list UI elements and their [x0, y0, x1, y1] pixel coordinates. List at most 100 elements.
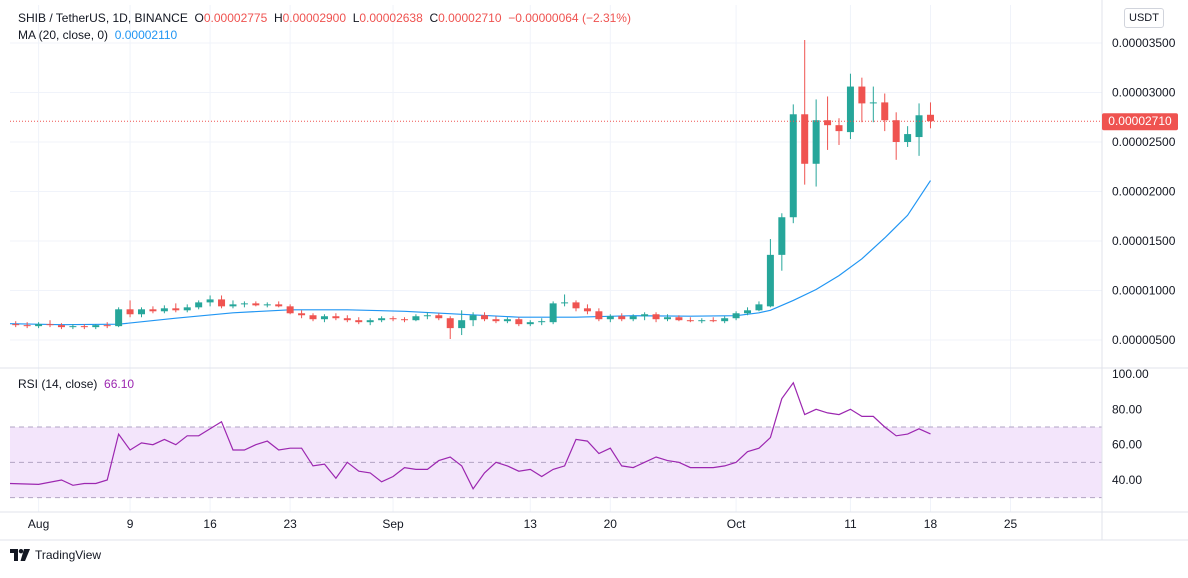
candle[interactable]	[709, 317, 717, 323]
candle[interactable]	[881, 93, 889, 132]
rsi-legend[interactable]: RSI (14, close) 66.10	[18, 377, 134, 391]
candle[interactable]	[435, 313, 443, 321]
time-tick-label: 11	[844, 517, 857, 531]
candle[interactable]	[904, 126, 912, 147]
candle[interactable]	[320, 314, 328, 323]
candle[interactable]	[858, 77, 866, 123]
candle[interactable]	[778, 213, 786, 271]
candle[interactable]	[57, 323, 65, 330]
candle[interactable]	[206, 295, 214, 307]
candle[interactable]	[721, 316, 729, 324]
candle[interactable]	[492, 316, 500, 324]
candle[interactable]	[629, 314, 637, 322]
candle[interactable]	[46, 320, 54, 328]
candle[interactable]	[583, 304, 591, 315]
rsi-tick-label: 60.00	[1112, 438, 1142, 452]
candle[interactable]	[263, 302, 271, 308]
candle[interactable]	[343, 315, 351, 323]
candle[interactable]	[824, 96, 832, 150]
candle[interactable]	[595, 308, 603, 322]
candle[interactable]	[183, 304, 191, 313]
candle[interactable]	[549, 301, 557, 325]
price-tick-label: 0.00003500	[1112, 36, 1176, 50]
ma-legend[interactable]: MA (20, close, 0) 0.00002110	[18, 28, 177, 42]
price-tick-label: 0.00002000	[1112, 185, 1176, 199]
symbol-title[interactable]: SHIB / TetherUS, 1D, BINANCE	[18, 11, 188, 25]
candle[interactable]	[926, 102, 934, 129]
candle[interactable]	[137, 307, 145, 318]
candle[interactable]	[172, 303, 180, 313]
candle[interactable]	[515, 317, 523, 327]
candle[interactable]	[789, 104, 797, 224]
candle[interactable]	[35, 322, 43, 329]
candle[interactable]	[869, 86, 877, 123]
candle[interactable]	[400, 317, 408, 323]
candle[interactable]	[160, 305, 168, 314]
candle[interactable]	[618, 313, 626, 322]
candle[interactable]	[812, 99, 820, 187]
candle[interactable]	[641, 312, 649, 321]
candle[interactable]	[286, 304, 294, 315]
candle-body	[709, 320, 717, 322]
candle[interactable]	[126, 300, 134, 318]
candle[interactable]	[275, 301, 283, 308]
candle[interactable]	[652, 312, 660, 323]
candle-body	[904, 134, 912, 142]
candle[interactable]	[309, 313, 317, 322]
candle[interactable]	[766, 239, 774, 308]
candle[interactable]	[503, 317, 511, 324]
candle[interactable]	[469, 312, 477, 327]
candle[interactable]	[663, 314, 671, 322]
candle[interactable]	[446, 316, 454, 340]
candle[interactable]	[23, 322, 31, 329]
candle[interactable]	[389, 316, 397, 322]
candle[interactable]	[835, 118, 843, 145]
candle[interactable]	[332, 313, 340, 321]
candle[interactable]	[195, 300, 203, 310]
candle[interactable]	[92, 324, 100, 330]
candle[interactable]	[355, 317, 363, 325]
candle[interactable]	[526, 320, 534, 327]
candle[interactable]	[149, 306, 157, 314]
candle[interactable]	[69, 324, 77, 330]
candle[interactable]	[458, 310, 466, 336]
candle[interactable]	[412, 314, 420, 322]
candle[interactable]	[698, 318, 706, 324]
candle[interactable]	[378, 316, 386, 323]
candle[interactable]	[366, 318, 374, 326]
candle[interactable]	[846, 73, 854, 140]
candle[interactable]	[732, 311, 740, 321]
candle-body	[355, 320, 363, 323]
candle[interactable]	[744, 307, 752, 316]
candle[interactable]	[892, 112, 900, 160]
candle[interactable]	[240, 301, 248, 308]
candle[interactable]	[80, 324, 88, 330]
candle[interactable]	[298, 310, 306, 319]
candle[interactable]	[538, 318, 546, 326]
candle[interactable]	[561, 294, 569, 307]
candle[interactable]	[915, 103, 923, 156]
candle[interactable]	[606, 314, 614, 323]
tradingview-logo[interactable]: TradingView	[10, 548, 101, 562]
candle[interactable]	[801, 40, 809, 185]
candle[interactable]	[252, 301, 260, 307]
candle[interactable]	[103, 322, 111, 329]
candle[interactable]	[12, 321, 20, 328]
candle[interactable]	[423, 312, 431, 320]
candle[interactable]	[229, 300, 237, 309]
candle[interactable]	[686, 317, 694, 323]
currency-button[interactable]: USDT	[1124, 8, 1164, 28]
candle-body	[492, 319, 500, 322]
candle[interactable]	[481, 312, 489, 322]
candle[interactable]	[572, 300, 580, 312]
candle-body	[263, 304, 271, 306]
candle[interactable]	[218, 295, 226, 309]
candle-body	[606, 316, 614, 320]
candle-body	[320, 316, 328, 320]
low-label: L	[352, 11, 360, 25]
candle[interactable]	[115, 307, 123, 328]
candle[interactable]	[675, 315, 683, 322]
candle[interactable]	[755, 301, 763, 312]
